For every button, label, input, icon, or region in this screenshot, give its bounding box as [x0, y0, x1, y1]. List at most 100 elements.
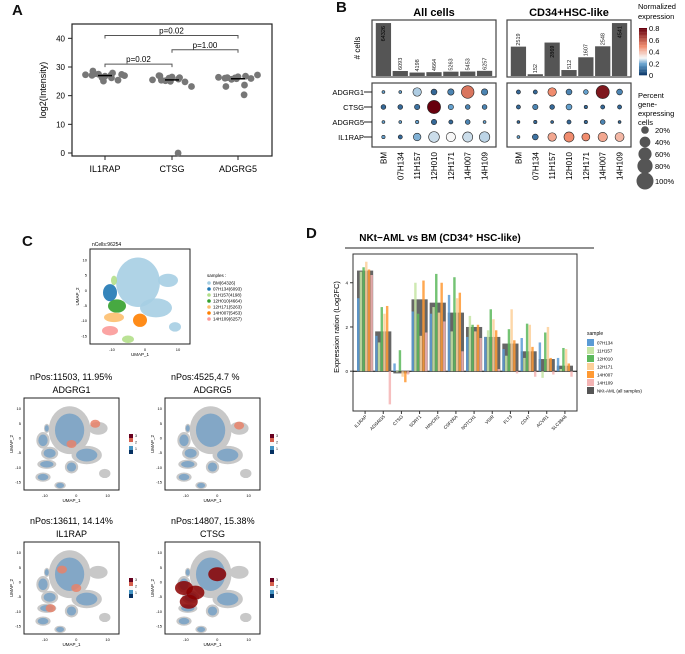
- colorbar-segment: [639, 66, 647, 69]
- sample-bar: [396, 371, 399, 373]
- size-legend-label: 20%: [655, 126, 670, 135]
- expression-dot: [381, 135, 386, 140]
- significance-bracket: [104, 63, 173, 68]
- legend-swatch: [207, 293, 211, 297]
- colorbar-segment: [639, 40, 647, 43]
- y-tick-label: -10: [156, 609, 163, 614]
- feature-colorbar-segment: [270, 446, 274, 450]
- y-tick-label: 5: [19, 565, 22, 570]
- umap-cluster-gray: [88, 565, 108, 579]
- y-tick-label: 0: [85, 288, 88, 293]
- panel-b-cell-count-and-dotplot: All cells 64326 6093 4198 4664 5263 5453 6257 BM…: [332, 2, 676, 190]
- plot-frame: [71, 23, 273, 157]
- y-tick-label: 10: [158, 550, 163, 555]
- count-bar: [561, 70, 577, 76]
- expression-overlay: [184, 448, 197, 458]
- legend-swatch: [587, 379, 594, 386]
- umap-cluster: [108, 299, 126, 313]
- x-tick-label: ADGRG5: [369, 414, 386, 431]
- size-legend-title: gene-: [638, 100, 658, 109]
- panel-letter-d: D: [306, 225, 317, 242]
- feature-colorbar-segment: [129, 590, 133, 594]
- count-bar: [476, 70, 493, 76]
- x-tick-label: 10: [105, 637, 110, 642]
- sample-bar: [507, 329, 511, 372]
- sample-label: 07H134: [531, 151, 540, 180]
- x-tick-label: ACVR1: [535, 414, 549, 428]
- gene-label: ADGRG1: [332, 88, 364, 97]
- umap-cluster: [116, 257, 160, 307]
- sample-bar: [515, 371, 519, 374]
- colorbar-segment: [639, 32, 647, 35]
- size-legend-title: cells: [638, 118, 653, 127]
- expression-dot: [381, 120, 386, 124]
- colorbar-segment: [639, 35, 647, 37]
- y-tick-label: -15: [15, 624, 22, 629]
- sample-bar: [411, 311, 414, 372]
- feature-gene-title: IL1RAP: [56, 529, 87, 539]
- expression-overlay: [54, 413, 85, 447]
- sample-bar: [559, 368, 562, 372]
- legend-swatch: [587, 387, 594, 394]
- feature-subtitle: nPos:11503, 11.95%: [30, 372, 112, 382]
- x-tick-label: NOTCH1: [460, 414, 477, 431]
- legend-swatch: [587, 355, 594, 362]
- feature-colorbar-tick: 1: [135, 591, 137, 595]
- expression-dot: [413, 132, 422, 142]
- bar-frame: [506, 19, 632, 78]
- legend-swatch: [587, 347, 594, 354]
- size-legend-title: expressing: [638, 109, 674, 118]
- sample-bar: [367, 269, 371, 372]
- colorbar-segment: [639, 45, 647, 47]
- sample-bar: [422, 280, 425, 372]
- expression-overlay: [181, 461, 195, 468]
- expression-dot: [617, 104, 622, 110]
- umap-cluster-gray: [240, 468, 252, 479]
- feature-gene-title: CTSG: [200, 529, 225, 539]
- feature-colorbar-segment: [129, 434, 133, 438]
- sample-bar: [450, 331, 453, 372]
- significance-bracket: [104, 34, 239, 39]
- colorbar-segment: [639, 42, 647, 44]
- expression-overlay: [56, 482, 65, 488]
- plot-frame: [352, 253, 578, 412]
- p-value-label: p=0.02: [126, 55, 151, 64]
- x-tick-label: SLC38A6: [550, 414, 568, 432]
- gene-label: IL1RAP: [338, 133, 364, 142]
- data-point: [174, 149, 182, 157]
- sample-bar: [357, 298, 360, 372]
- sample-bar: [362, 267, 365, 372]
- colorbar-segment: [639, 38, 647, 40]
- expression-dot: [427, 100, 441, 114]
- expression-dot: [398, 120, 403, 124]
- feature-colorbar-segment: [270, 586, 274, 590]
- expression-dot: [462, 131, 474, 143]
- colorbar-segment: [639, 72, 647, 75]
- size-legend-dot: [636, 172, 654, 190]
- colorbar-tick-label: 0.6: [649, 36, 659, 45]
- umap-cluster: [140, 298, 172, 318]
- size-legend-label: 80%: [655, 162, 670, 171]
- legend-swatch: [207, 311, 211, 315]
- x-tick-label: IL1RAP: [89, 164, 120, 174]
- sample-bar: [502, 349, 505, 372]
- sample-bar: [528, 324, 532, 372]
- colorbar-segment: [639, 43, 647, 45]
- colorbar-segment: [639, 29, 647, 31]
- legend-swatch: [587, 339, 594, 346]
- expression-dot: [431, 119, 437, 125]
- y-tick-label: 0: [345, 369, 348, 374]
- y-tick-label: 40: [56, 34, 65, 43]
- expression-overlay: [66, 606, 77, 616]
- count-bar: [426, 72, 442, 76]
- expression-dot: [532, 89, 538, 95]
- feature-colorbar-segment: [270, 578, 274, 582]
- expression-dot: [448, 119, 454, 125]
- feature-colorbar-tick: 3: [276, 434, 278, 438]
- size-legend-label: 100%: [655, 177, 675, 186]
- data-point: [188, 83, 195, 90]
- count-label: 2869: [550, 46, 556, 58]
- sample-bar: [513, 340, 516, 372]
- y-tick-label: -15: [81, 333, 88, 338]
- expression-overlay: [56, 626, 65, 632]
